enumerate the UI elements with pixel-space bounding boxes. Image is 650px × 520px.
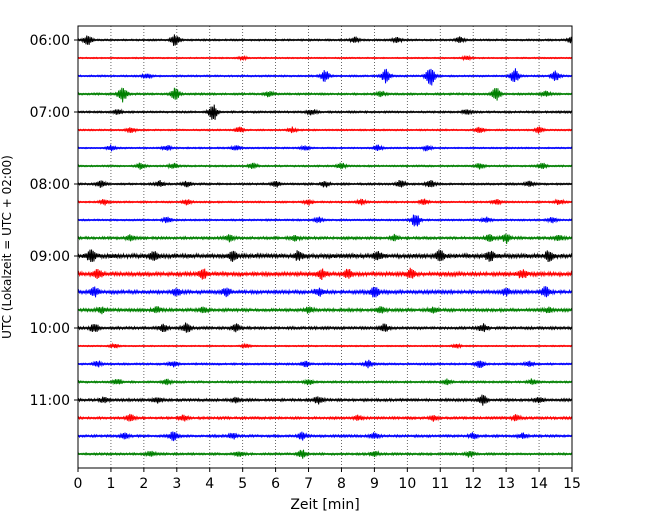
trace-row-22 (77, 431, 573, 442)
trace-row-8 (77, 180, 573, 188)
trace-row-0 (77, 34, 573, 46)
trace-row-3 (77, 87, 573, 103)
trace-row-13 (77, 267, 573, 281)
y-tick-label-4: 10:00 (30, 321, 70, 337)
trace-row-18 (77, 359, 573, 369)
trace-rows (77, 34, 573, 459)
trace-row-12 (77, 249, 573, 263)
y-tick-label-2: 08:00 (30, 177, 70, 193)
x-axis-label: Zeit [min] (290, 497, 359, 513)
trace-row-21 (77, 413, 573, 422)
x-tick-label-0: 0 (74, 476, 83, 492)
x-tick-label-1: 1 (106, 476, 115, 492)
x-tick-label-12: 12 (464, 476, 482, 492)
trace-row-9 (77, 198, 573, 206)
x-tick-label-4: 4 (205, 476, 214, 492)
trace-row-16 (77, 322, 573, 333)
trace-row-14 (77, 286, 573, 298)
plot-frame (77, 25, 573, 469)
x-tick-label-2: 2 (139, 476, 148, 492)
x-tick-label-5: 5 (238, 476, 247, 492)
trace-row-5 (77, 126, 573, 134)
x-axis-ticks: 0 1 2 3 4 5 6 7 8 9 10 11 12 13 14 15 (74, 468, 581, 492)
y-axis-ticks: 06:00 07:00 08:00 09:00 10:00 11:00 (30, 33, 78, 409)
y-tick-label-1: 07:00 (30, 105, 70, 121)
trace-row-19 (77, 378, 573, 386)
x-tick-label-15: 15 (563, 476, 581, 492)
trace-row-20 (77, 394, 573, 406)
x-tick-label-8: 8 (337, 476, 346, 492)
trace-row-6 (77, 144, 573, 152)
trace-row-1 (77, 54, 573, 62)
trace-row-11 (77, 233, 573, 245)
trace-row-17 (77, 342, 573, 350)
y-tick-label-0: 06:00 (30, 33, 70, 49)
x-tick-label-3: 3 (172, 476, 181, 492)
y-axis-label: UTC (Lokalzeit = UTC + 02:00) (0, 155, 14, 339)
trace-row-4 (77, 104, 573, 120)
x-tick-label-6: 6 (271, 476, 280, 492)
y-tick-label-3: 09:00 (30, 249, 70, 265)
trace-row-23 (77, 449, 573, 459)
x-tick-label-14: 14 (530, 476, 548, 492)
x-tick-label-9: 9 (370, 476, 379, 492)
trace-row-10 (77, 214, 573, 227)
x-tick-label-13: 13 (497, 476, 515, 492)
x-tick-label-11: 11 (431, 476, 449, 492)
trace-row-7 (77, 162, 573, 170)
y-tick-label-5: 11:00 (30, 393, 70, 409)
x-tick-label-7: 7 (304, 476, 313, 492)
trace-row-15 (77, 306, 573, 315)
x-tick-label-10: 10 (398, 476, 416, 492)
trace-row-2 (77, 68, 573, 86)
